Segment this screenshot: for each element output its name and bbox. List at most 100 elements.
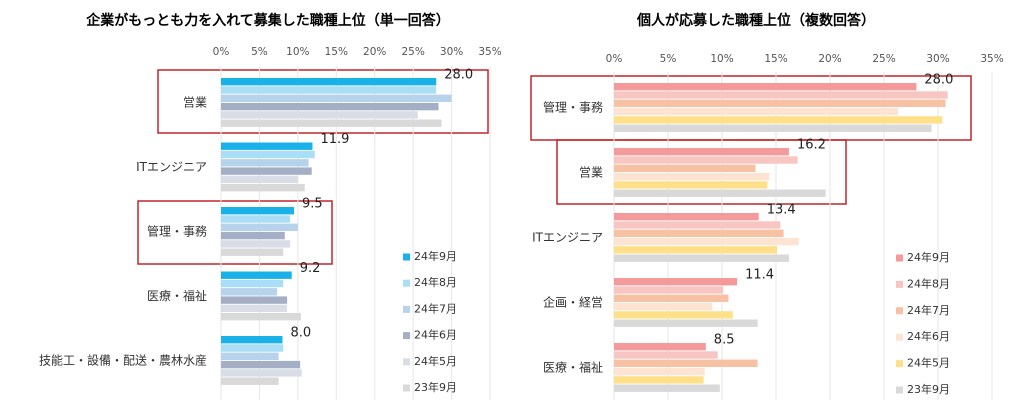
bar [221, 360, 301, 369]
x-tick-label: 0% [213, 46, 230, 58]
bar [221, 94, 452, 102]
bar [221, 288, 278, 296]
bar [614, 156, 798, 164]
category-label: 営業 [579, 165, 603, 179]
data-label: 9.2 [300, 261, 321, 276]
data-label: 28.0 [444, 68, 473, 83]
x-tick-label: 20% [818, 53, 841, 65]
bar [221, 336, 283, 344]
bar [614, 91, 948, 99]
chart-title: 企業がもっとも力を入れて募集した職種上位（単一回答） [85, 12, 450, 29]
bar [614, 99, 946, 107]
bar [221, 111, 418, 119]
x-tick-label: 15% [764, 53, 787, 65]
data-label: 11.9 [320, 132, 349, 147]
legend-swatch [896, 307, 903, 315]
data-label: 8.0 [290, 326, 311, 341]
data-label: 9.5 [302, 197, 323, 212]
bar [221, 296, 288, 304]
bar [614, 278, 738, 286]
bar [614, 343, 706, 351]
bar [221, 231, 285, 240]
bar [221, 102, 439, 111]
bar [221, 184, 305, 192]
highlight-box [137, 200, 333, 265]
legend-label: 24年7月 [414, 301, 457, 315]
bar [221, 223, 298, 231]
bar [614, 83, 917, 91]
legend-label: 24年9月 [907, 250, 950, 264]
legend-swatch [896, 386, 903, 394]
legend-label: 24年5月 [907, 356, 950, 370]
bar [221, 344, 284, 352]
x-tick-label: 15% [325, 46, 348, 58]
bar [614, 229, 784, 237]
bar [614, 148, 789, 156]
bar [221, 369, 302, 377]
bar [614, 294, 729, 302]
category-label: 営業 [183, 95, 207, 109]
bar [221, 352, 279, 360]
bar [614, 384, 720, 392]
legend-swatch [403, 279, 410, 287]
bar [221, 271, 292, 279]
bar [221, 279, 284, 288]
bar [221, 313, 301, 321]
legend-label: 24年8月 [414, 275, 457, 289]
x-tick-label: 25% [401, 46, 424, 58]
bar [614, 367, 705, 376]
highlight-box [157, 69, 489, 134]
bar [221, 377, 279, 385]
x-tick-label: 10% [286, 46, 309, 58]
legend-label: 24年7月 [907, 303, 950, 317]
bar [614, 311, 733, 319]
category-label: 管理・事務 [543, 99, 603, 114]
category-label: 技能工・設備・配送・農林水産 [39, 352, 207, 367]
legend-swatch [403, 253, 410, 261]
bar [614, 172, 770, 181]
legend-swatch [403, 358, 410, 366]
legend-swatch [896, 254, 903, 262]
bar [614, 181, 768, 189]
legend-label: 24年6月 [414, 328, 457, 342]
category-label: 管理・事務 [147, 223, 207, 238]
highlight-box [556, 139, 847, 205]
bar [221, 240, 291, 248]
legend-label: 24年8月 [907, 276, 950, 290]
bar [221, 159, 309, 167]
data-label: 28.0 [924, 73, 953, 88]
x-tick-label: 0% [606, 53, 623, 65]
data-label: 13.4 [767, 203, 796, 218]
legend-swatch [896, 360, 903, 368]
legend-label: 24年6月 [907, 329, 950, 343]
x-tick-label: 30% [440, 46, 463, 58]
category-label: 企画・経営 [543, 294, 603, 309]
data-label: 11.4 [745, 268, 774, 283]
bar [614, 189, 826, 197]
bar [221, 215, 291, 223]
bar [614, 359, 758, 367]
bar [614, 107, 899, 116]
legend-label: 24年9月 [414, 249, 457, 263]
category-label: 医療・福祉 [147, 288, 207, 303]
bar [221, 175, 298, 184]
bar [221, 167, 312, 175]
legend-swatch [896, 280, 903, 288]
bar [614, 124, 932, 132]
category-label: ITエンジニア [136, 160, 207, 174]
bar [614, 116, 943, 124]
bar [614, 213, 759, 221]
bar [614, 237, 799, 246]
bar [221, 142, 313, 150]
bar [221, 248, 284, 256]
legend-label: 23年9月 [907, 382, 950, 396]
chart-title: 個人が応募した職種上位（複数回答） [636, 12, 875, 29]
legend-swatch [896, 333, 903, 341]
x-tick-label: 5% [660, 53, 677, 65]
legend-label: 24年5月 [414, 354, 457, 368]
x-tick-label: 20% [363, 46, 386, 58]
legend-label: 23年9月 [414, 380, 457, 394]
x-tick-label: 35% [478, 46, 501, 58]
bar [221, 119, 442, 127]
